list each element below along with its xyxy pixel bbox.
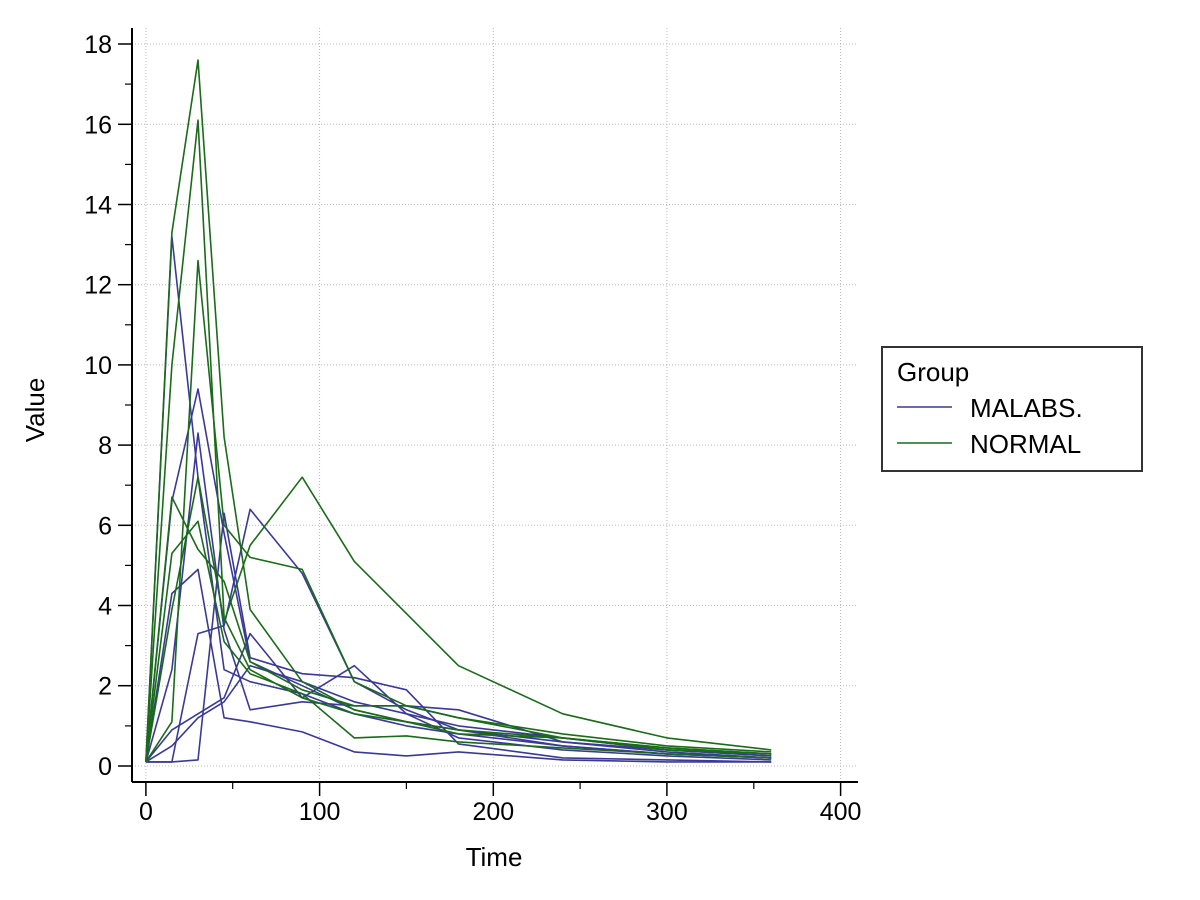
y-tick-label: 16 [84,111,112,139]
x-tick-label: 200 [472,798,514,826]
series-line-normal-11 [145,496,772,762]
series-line-malabs-3 [145,432,772,763]
series-line-malabs-6 [145,632,772,763]
y-tick-label: 6 [98,512,112,540]
grid [132,28,858,782]
series-line-normal-12 [145,476,772,763]
y-tick-label: 12 [84,272,112,300]
series-line-malabs-8 [145,664,772,763]
y-tick-label: 8 [98,432,112,460]
series-line-malabs-7 [145,512,772,763]
legend: Group MALABS. NORMAL [881,346,1143,472]
y-axis-title: Value [20,378,50,443]
legend-label-malabs: MALABS. [970,393,1083,423]
x-tick-label: 100 [299,798,341,826]
series-line-normal-9 [145,59,772,762]
y-tick-label: 14 [84,192,112,220]
series-line-malabs-4 [145,568,772,763]
series-line-normal-13 [145,259,772,763]
axes: 0 2 4 6 8 10 12 14 16 18 0 100 200 300 400 [84,28,861,826]
series-line-malabs-1 [145,235,772,762]
x-tick-label: 0 [139,798,153,826]
series-lines [145,59,772,763]
legend-label-normal: NORMAL [970,429,1081,459]
y-tick-label: 10 [84,352,112,380]
series-line-normal-14 [145,520,772,762]
y-tick-label: 18 [84,31,112,59]
y-tick-label: 2 [98,673,112,701]
y-tick-label: 4 [98,593,112,621]
legend-box [881,346,1143,472]
x-tick-label: 300 [646,798,688,826]
legend-title: Group [897,357,969,387]
x-tick-label: 400 [820,798,862,826]
series-line-malabs-5 [145,508,772,763]
y-tick-label: 0 [98,753,112,781]
x-axis-title: Time [466,842,523,872]
